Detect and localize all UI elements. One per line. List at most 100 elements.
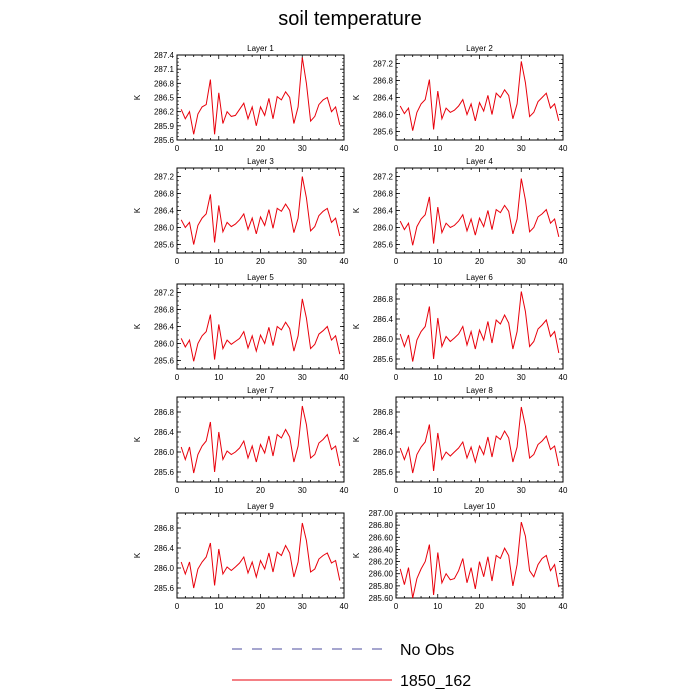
x-tick-label: 30 — [298, 257, 307, 266]
plot-frame — [395, 283, 564, 370]
x-tick-label: 0 — [175, 602, 180, 611]
y-tick-label: 285.6 — [154, 136, 175, 145]
x-tick-label: 0 — [394, 486, 399, 495]
y-tick-label: 285.6 — [373, 355, 394, 364]
x-tick-label: 40 — [559, 486, 568, 495]
x-tick-label: 10 — [214, 257, 223, 266]
y-tick-label: 285.60 — [369, 594, 394, 603]
y-axis-label: K — [133, 207, 142, 213]
series-line-1 — [399, 291, 560, 362]
x-tick-label: 20 — [256, 486, 265, 495]
plot-frame — [176, 167, 345, 254]
series-line-1 — [180, 57, 341, 135]
panel-5: Layer 5 0 10 20 30 40 285.6 286.0 286.4 286.8 287.… — [133, 273, 349, 382]
y-tick-label: 286.0 — [154, 224, 175, 233]
y-tick-label: 286.2 — [154, 108, 175, 117]
panel-title: Layer 3 — [247, 157, 274, 166]
y-tick-label: 287.4 — [154, 51, 175, 60]
y-tick-label: 286.4 — [154, 323, 175, 332]
x-tick-label: 0 — [175, 486, 180, 495]
y-tick-label: 286.8 — [373, 77, 394, 86]
x-tick-label: 40 — [340, 144, 349, 153]
y-tick-label: 287.2 — [373, 173, 394, 182]
panel-3: Layer 3 0 10 20 30 40 285.6 286.0 286.4 286.8 287.… — [133, 157, 349, 266]
figure-title: soil temperature — [278, 8, 422, 30]
y-tick-label: 285.6 — [154, 357, 175, 366]
plot-frame — [176, 283, 345, 370]
y-tick-label: 286.4 — [373, 207, 394, 216]
x-tick-label: 0 — [394, 373, 399, 382]
panel-title: Layer 6 — [466, 273, 493, 282]
y-tick-label: 286.00 — [369, 570, 394, 579]
y-axis-label: K — [352, 207, 361, 213]
panel-7: Layer 7 0 10 20 30 40 285.6 286.0 286.4 286.8 K — [133, 386, 349, 495]
x-tick-label: 30 — [298, 373, 307, 382]
y-axis-label: K — [133, 552, 142, 558]
x-tick-label: 30 — [517, 602, 526, 611]
series-line-1 — [399, 406, 560, 474]
x-tick-label: 20 — [475, 144, 484, 153]
x-tick-label: 0 — [175, 373, 180, 382]
panel-title: Layer 2 — [466, 44, 493, 53]
x-tick-label: 0 — [394, 257, 399, 266]
y-tick-label: 287.2 — [154, 289, 175, 298]
series-line-1 — [180, 176, 341, 245]
y-axis-label: K — [352, 552, 361, 558]
y-tick-label: 286.5 — [154, 94, 175, 103]
panel-title: Layer 8 — [466, 386, 493, 395]
x-tick-label: 40 — [340, 257, 349, 266]
y-tick-label: 285.6 — [373, 241, 394, 250]
panel-6: Layer 6 0 10 20 30 40 285.6 286.0 286.4 286.8 K — [352, 273, 568, 382]
y-tick-label: 285.6 — [154, 241, 175, 250]
x-tick-label: 10 — [433, 602, 442, 611]
y-tick-label: 285.6 — [154, 584, 175, 593]
panel-4: Layer 4 0 10 20 30 40 285.6 286.0 286.4 286.8 287.… — [352, 157, 568, 266]
y-tick-label: 286.8 — [373, 295, 394, 304]
y-tick-label: 286.4 — [373, 315, 394, 324]
x-tick-label: 0 — [394, 602, 399, 611]
x-tick-label: 40 — [559, 144, 568, 153]
y-tick-label: 286.8 — [154, 408, 175, 417]
y-tick-label: 286.0 — [154, 448, 175, 457]
x-tick-label: 20 — [475, 257, 484, 266]
x-tick-label: 30 — [298, 602, 307, 611]
series-line-1 — [180, 298, 341, 362]
series-line-1 — [399, 61, 560, 131]
y-axis-label: K — [352, 323, 361, 329]
y-tick-label: 285.80 — [369, 582, 394, 591]
x-tick-label: 20 — [475, 486, 484, 495]
y-tick-label: 287.00 — [369, 509, 394, 518]
x-tick-label: 10 — [214, 144, 223, 153]
panel-8: Layer 8 0 10 20 30 40 285.6 286.0 286.4 286.8 K — [352, 386, 568, 495]
plot-frame — [395, 512, 564, 599]
x-tick-label: 30 — [517, 373, 526, 382]
x-tick-label: 30 — [298, 144, 307, 153]
y-tick-label: 287.1 — [154, 65, 175, 74]
y-axis-label: K — [352, 94, 361, 100]
x-tick-label: 0 — [175, 144, 180, 153]
series-line-1 — [180, 405, 341, 474]
x-tick-label: 30 — [517, 486, 526, 495]
y-tick-label: 286.4 — [154, 428, 175, 437]
panel-10: Layer 10 0 10 20 30 40 285.60 285.80 286.00 286.2… — [352, 502, 568, 611]
x-tick-label: 40 — [340, 373, 349, 382]
x-tick-label: 0 — [394, 144, 399, 153]
x-tick-label: 20 — [475, 602, 484, 611]
x-tick-label: 30 — [517, 144, 526, 153]
x-tick-label: 30 — [517, 257, 526, 266]
x-tick-label: 20 — [256, 373, 265, 382]
y-axis-label: K — [133, 94, 142, 100]
y-tick-label: 286.0 — [373, 448, 394, 457]
plot-frame — [395, 167, 564, 254]
y-tick-label: 286.40 — [369, 545, 394, 554]
series-line-1 — [399, 521, 560, 599]
plot-frame — [176, 54, 345, 141]
y-tick-label: 285.6 — [373, 468, 394, 477]
y-tick-label: 286.80 — [369, 521, 394, 530]
y-tick-label: 286.0 — [373, 335, 394, 344]
y-tick-label: 287.2 — [373, 60, 394, 69]
x-tick-label: 30 — [298, 486, 307, 495]
x-tick-label: 20 — [475, 373, 484, 382]
